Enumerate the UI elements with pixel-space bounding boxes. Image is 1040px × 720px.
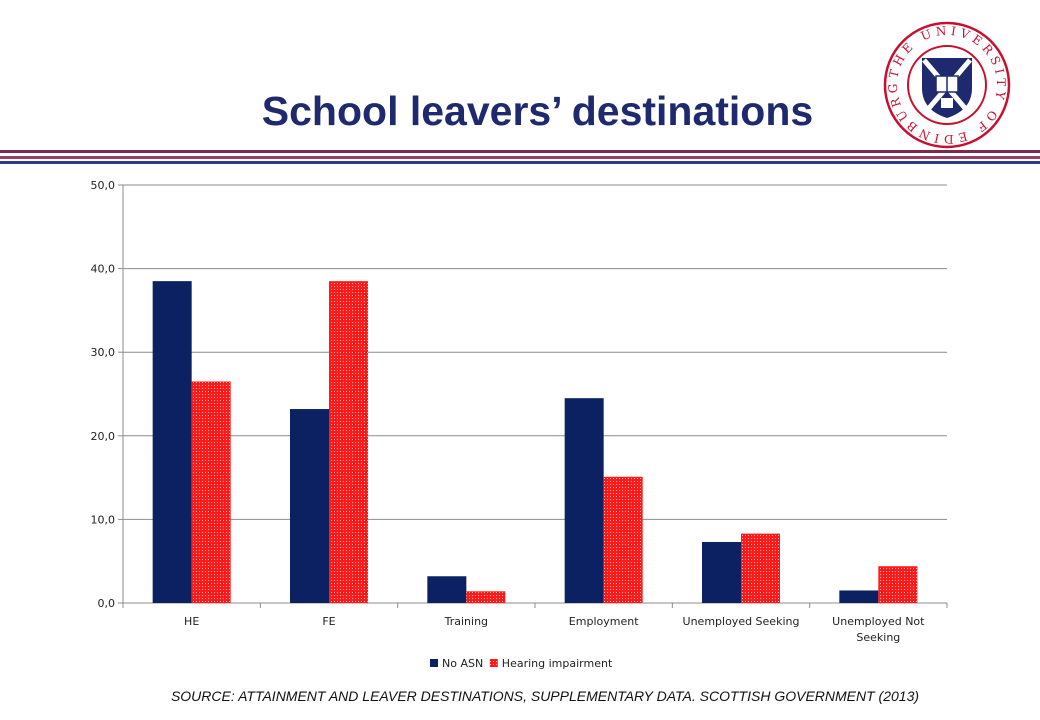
- y-tick-label: 40,0: [91, 263, 116, 276]
- x-tick-label-line: Unemployed Not: [832, 615, 925, 628]
- source-note: SOURCE: ATTAINMENT AND LEAVER DESTINATIO…: [170, 688, 920, 704]
- bar-no-asn: [152, 281, 192, 603]
- bar-hearing-impairment: [329, 281, 368, 603]
- x-tick-label: Unemployed Seeking: [683, 615, 800, 628]
- bar-no-asn: [427, 576, 467, 603]
- y-tick-label: 50,0: [91, 179, 116, 192]
- slide-title: School leavers’ destinations: [261, 88, 814, 134]
- bar-no-asn: [564, 398, 604, 603]
- bar-hearing-impairment: [466, 591, 506, 603]
- legend-label: Hearing impairment: [502, 657, 613, 670]
- bar-hearing-impairment: [191, 381, 231, 603]
- bar-hearing-impairment: [741, 533, 780, 603]
- y-tick-label: 20,0: [91, 430, 116, 443]
- x-tick-label: Training: [444, 615, 488, 628]
- bar-no-asn: [290, 409, 329, 603]
- bar-hearing-impairment: [878, 566, 918, 603]
- x-tick-label: FE: [322, 615, 335, 628]
- x-tick-label-line: Seeking: [856, 631, 900, 644]
- legend-swatch: [430, 659, 438, 667]
- bar-no-asn: [839, 590, 879, 603]
- bar-hearing-impairment: [603, 476, 643, 603]
- university-logo: THE UNIVERSITY OF EDINBURGH: [880, 18, 1011, 149]
- x-tick-label: Unemployed Not Seeking: [832, 615, 925, 644]
- bar-no-asn: [702, 541, 741, 603]
- x-tick-label: Employment: [569, 615, 639, 628]
- y-tick-label: 30,0: [91, 346, 116, 359]
- x-tick-label: HE: [184, 615, 199, 628]
- legend-label: No ASN: [442, 657, 483, 670]
- y-tick-label: 0,0: [98, 597, 116, 610]
- legend-swatch: [489, 659, 498, 667]
- y-tick-label: 10,0: [91, 513, 116, 526]
- header-divider: [0, 150, 1040, 164]
